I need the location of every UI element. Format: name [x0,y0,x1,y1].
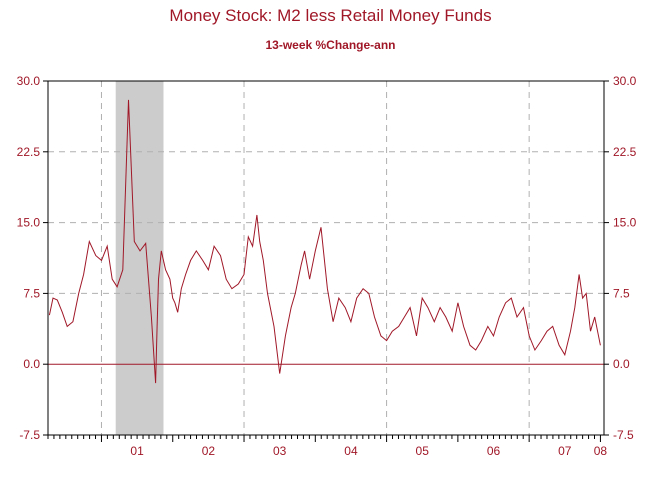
y-tick-label-left: 0.0 [23,357,40,371]
y-tick-label-right: -7.5 [613,428,634,442]
series-line [48,99,601,384]
y-tick-label-left: -7.5 [19,428,40,442]
chart-subtitle: 13-week %Change-ann [265,38,396,52]
plot-frame [47,80,605,436]
y-tick-label-left: 22.5 [17,145,41,159]
x-tick-label: 02 [202,444,216,458]
x-tick-label: 04 [344,444,358,458]
y-tick-label-right: 0.0 [613,357,630,371]
x-tick-label: 01 [130,444,144,458]
x-tick-label: 07 [558,444,572,458]
x-tick-label: 03 [273,444,287,458]
y-tick-label-right: 30.0 [613,74,637,88]
x-tick-label: 05 [416,444,430,458]
x-tick-label: 08 [594,444,608,458]
y-tick-label-right: 15.0 [613,216,637,230]
y-tick-label-right: 22.5 [613,145,637,159]
y-tick-label-left: 30.0 [17,74,41,88]
y-tick-label-left: 15.0 [17,216,41,230]
x-tick-label: 06 [487,444,501,458]
y-tick-label-right: 7.5 [613,286,630,300]
chart-title: Money Stock: M2 less Retail Money Funds [169,6,492,25]
y-tick-label-left: 7.5 [23,286,40,300]
